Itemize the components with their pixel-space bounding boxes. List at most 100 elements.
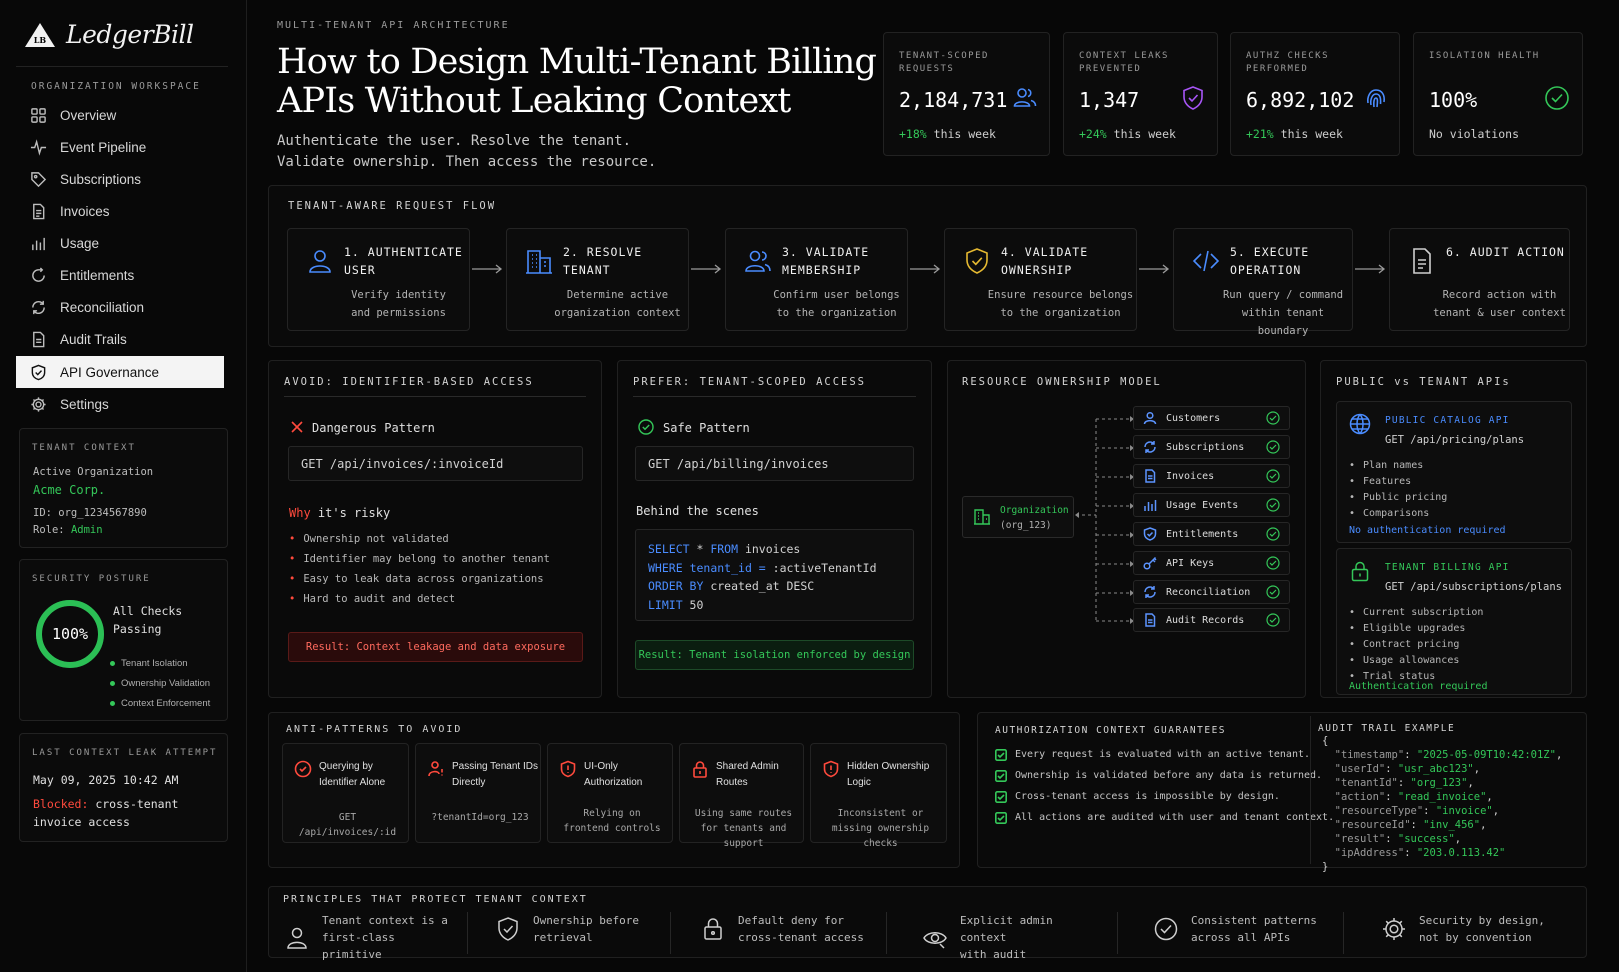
stat-value: 1,347 <box>1079 88 1140 112</box>
flow-step-desc: Verify identity and permissions <box>288 286 469 322</box>
code-icon <box>1192 250 1220 272</box>
tenant-api-item: Current subscription <box>1349 604 1483 620</box>
shield-alert-icon <box>823 760 839 778</box>
json-line: "tenantId": "org_123", <box>1334 777 1474 789</box>
json-value: "2025-05-09T10:42:01Z" <box>1416 749 1556 761</box>
sql-text: invoices <box>738 542 801 556</box>
subtitle-line: Authenticate the user. Resolve the tenan… <box>277 133 632 149</box>
check-circle-icon <box>1266 498 1280 512</box>
risk-item: Identifier may belong to another tenant <box>289 549 550 569</box>
stat-delta: +24% this week <box>1079 127 1176 141</box>
stat-label: TENANT-SCOPED REQUESTS <box>899 51 989 74</box>
stat-delta-value: +18% <box>899 127 927 141</box>
json-value: "org_123" <box>1410 777 1468 789</box>
flow-step-audit-action: 6. AUDIT ACTION Record action with tenant… <box>1389 228 1570 331</box>
sidebar-item-event-pipeline[interactable]: Event Pipeline <box>16 131 224 163</box>
subtitle-line: Validate ownership. Then access the reso… <box>277 154 657 170</box>
flow-step-desc-line: Ensure resource belongs <box>987 289 1134 301</box>
resource-node-usage-events: Usage Events <box>1133 493 1290 517</box>
last-leak-card: LAST CONTEXT LEAK ATTEMPT May 09, 2025 1… <box>19 733 228 842</box>
security-posture-title: SECURITY POSTURE <box>32 574 151 584</box>
flow-arrow-icon <box>910 264 941 274</box>
user-alert-icon <box>428 761 443 777</box>
principle-item: Default deny for cross-tenant access <box>700 912 868 946</box>
principle-text: Default deny for cross-tenant access <box>738 912 868 946</box>
sidebar-item-label: Invoices <box>60 203 110 219</box>
anti-pattern-title: UI-Only Authorization <box>584 761 643 788</box>
principle-divider <box>1117 912 1118 954</box>
stat-delta: No violations <box>1429 127 1519 141</box>
json-value: "invoice" <box>1435 805 1493 817</box>
sql-keyword: SELECT <box>648 542 690 556</box>
json-line: "ipAddress": "203.0.113.42" <box>1334 847 1506 859</box>
stat-card-isolation-health: ISOLATION HEALTH 100% No violations <box>1413 32 1583 156</box>
eye-icon <box>923 931 947 949</box>
principle-line: Consistent patterns <box>1191 914 1317 927</box>
flow-step-desc: Record action with tenant & user context <box>1390 286 1569 322</box>
public-api-item: Plan names <box>1349 457 1447 473</box>
flow-step-desc: Ensure resource belongs to the organizati… <box>945 286 1136 322</box>
user-icon <box>309 250 331 273</box>
sql-text: :activeTenantId <box>765 560 877 575</box>
sidebar-item-invoices[interactable]: Invoices <box>16 195 224 227</box>
posture-percent: 100% <box>51 625 89 643</box>
stat-value: 2,184,731 <box>899 88 1008 112</box>
audit-divider <box>1310 716 1311 864</box>
active-org-label: Active Organization <box>33 466 154 478</box>
sidebar-item-api-governance[interactable]: API Governance <box>16 356 224 388</box>
app-logo[interactable]: LB LedgerBill <box>24 20 194 49</box>
building-icon <box>526 250 552 274</box>
principle-text: Explicit admin context with audit <box>960 912 1100 963</box>
sidebar-item-reconciliation[interactable]: Reconciliation <box>16 291 224 323</box>
sidebar-item-settings[interactable]: Settings <box>16 388 224 420</box>
sidebar-item-entitlements[interactable]: Entitlements <box>16 259 224 291</box>
anti-pattern-card: Shared Admin Routes Using same routes fo… <box>679 743 804 849</box>
principle-item: Explicit admin context with audit <box>922 912 1100 963</box>
resource-node-audit-records: Audit Records <box>1133 608 1290 632</box>
stat-card-authz-checks: AUTHZ CHECKS PERFORMED 6,892,102 +21% th… <box>1230 32 1400 156</box>
app-name: LedgerBill <box>66 20 194 49</box>
resource-node-api-keys: API Keys <box>1133 551 1290 575</box>
risk-item: Ownership not validated <box>289 529 550 549</box>
user-icon <box>1143 411 1157 425</box>
last-leak-blocked: Blocked: cross-tenant <box>33 797 178 811</box>
avoid-result-badge: Result: Context leakage and data exposur… <box>288 632 583 662</box>
sidebar-divider <box>16 66 228 67</box>
principles-title: PRINCIPLES THAT PROTECT TENANT CONTEXT <box>283 894 588 905</box>
principle-line: Default deny for <box>738 914 844 927</box>
guarantee-text: All actions are audited with user and te… <box>1015 812 1335 823</box>
flow-step-desc-line: Verify identity <box>351 289 446 301</box>
flow-step-desc-line: within tenant boundary <box>1241 307 1325 337</box>
json-value: "203.0.113.42" <box>1416 847 1506 859</box>
principle-line: retrieval <box>533 931 593 944</box>
json-key: "action" <box>1334 791 1386 803</box>
sidebar-item-usage[interactable]: Usage <box>16 227 224 259</box>
avoid-divider <box>284 396 586 397</box>
audit-title: AUDIT TRAIL EXAMPLE <box>1318 723 1456 734</box>
cycle-icon <box>32 266 45 282</box>
ownership-title: RESOURCE OWNERSHIP MODEL <box>962 376 1162 388</box>
sidebar-item-label: Overview <box>60 107 117 123</box>
public-api-title: PUBLIC CATALOG API <box>1385 415 1510 426</box>
sidebar-item-label: Subscriptions <box>60 171 142 187</box>
sql-line: ORDER BY created_at DESC <box>648 577 901 596</box>
sql-keyword: ORDER BY <box>648 579 704 593</box>
org-node: Organization (org_123) <box>962 496 1074 538</box>
flow-step-desc-line: Determine active <box>566 289 669 301</box>
sidebar-item-overview[interactable]: Overview <box>16 99 224 131</box>
sidebar-item-audit-trails[interactable]: Audit Trails <box>16 323 224 355</box>
sql-query-block: SELECT * FROM invoices WHERE tenant_id =… <box>635 529 914 621</box>
principle-item: Security by design, not by convention <box>1381 912 1559 946</box>
json-brace: } <box>1322 861 1329 873</box>
check-circle-icon <box>1266 411 1280 425</box>
guarantee-text: Every request is evaluated with an activ… <box>1015 749 1311 760</box>
json-key: "resourceType" <box>1334 805 1424 817</box>
stat-delta-text: this week <box>1280 127 1343 141</box>
public-api-items: Plan names Features Public pricing Compa… <box>1349 457 1447 521</box>
flow-step-title: 2. RESOLVE TENANT <box>563 245 643 277</box>
gear-icon <box>31 396 46 412</box>
public-api-footer: No authentication required <box>1349 525 1506 536</box>
sidebar-item-subscriptions[interactable]: Subscriptions <box>16 163 224 195</box>
guarantee-item: Cross-tenant access is impossible by des… <box>995 786 1334 807</box>
dangerous-endpoint: GET /api/invoices/:invoiceId <box>288 446 583 481</box>
